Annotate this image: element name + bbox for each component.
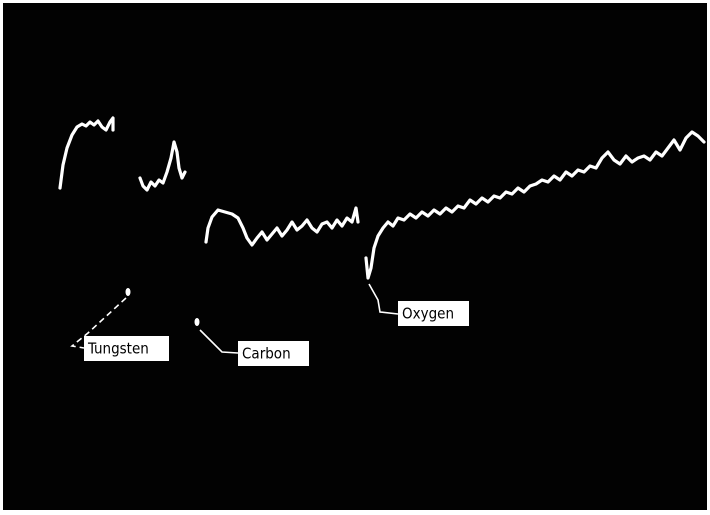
label-carbon: Carbon xyxy=(242,345,291,363)
label-box xyxy=(398,301,469,326)
label-oxygen: Oxygen xyxy=(402,305,454,323)
leader-oxygen xyxy=(368,283,399,315)
trace-tungsten xyxy=(58,116,115,190)
trace-oxygen xyxy=(364,130,706,280)
leader-tungsten xyxy=(70,297,127,349)
label-box xyxy=(238,341,309,366)
trace-carbon xyxy=(204,206,360,247)
leader-carbon xyxy=(199,329,239,354)
screen xyxy=(3,3,707,510)
trace-tungsten-peak xyxy=(138,140,187,192)
marker-carbon xyxy=(194,318,200,326)
label-box xyxy=(84,336,169,361)
marker-tungsten xyxy=(125,288,131,296)
label-tungsten: Tungsten xyxy=(87,340,149,358)
